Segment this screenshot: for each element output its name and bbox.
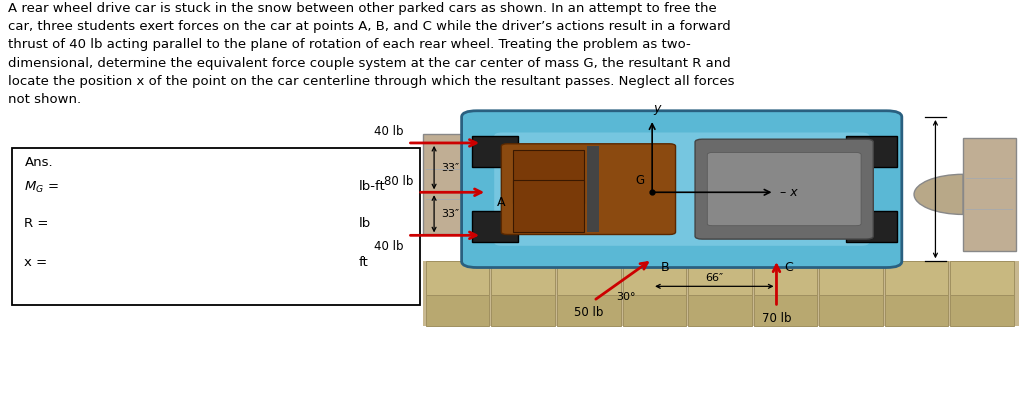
Text: 40 lb: 40 lb xyxy=(374,240,404,253)
Text: C: C xyxy=(785,261,794,274)
FancyBboxPatch shape xyxy=(462,111,902,268)
Text: 30°: 30° xyxy=(615,292,636,302)
Bar xyxy=(513,150,584,203)
Bar xyxy=(688,261,752,295)
Text: Ans.: Ans. xyxy=(24,156,53,169)
Bar xyxy=(846,211,897,242)
Text: G: G xyxy=(635,174,644,187)
FancyBboxPatch shape xyxy=(501,144,676,234)
Text: R =: R = xyxy=(24,217,49,230)
Bar xyxy=(951,295,1014,326)
Text: x =: x = xyxy=(24,256,48,269)
Text: 40 lb: 40 lb xyxy=(374,125,404,138)
Bar xyxy=(426,261,489,295)
Bar xyxy=(426,295,489,326)
Bar xyxy=(423,134,462,234)
Bar xyxy=(623,261,686,295)
Bar xyxy=(491,261,555,295)
Bar xyxy=(951,261,1014,295)
Bar xyxy=(884,295,949,326)
Text: 33″: 33″ xyxy=(441,209,460,219)
Bar xyxy=(688,295,752,326)
Text: lb: lb xyxy=(359,217,371,230)
Bar xyxy=(423,253,1019,261)
Text: ft: ft xyxy=(359,256,369,269)
Bar xyxy=(12,148,420,305)
FancyBboxPatch shape xyxy=(707,153,861,226)
Text: 66″: 66″ xyxy=(705,273,723,283)
FancyBboxPatch shape xyxy=(695,139,873,239)
Text: 80 lb: 80 lb xyxy=(384,175,414,188)
Bar xyxy=(491,295,555,326)
FancyBboxPatch shape xyxy=(494,133,869,246)
Text: 33″: 33″ xyxy=(441,163,460,173)
Wedge shape xyxy=(462,166,504,201)
Text: lb-ft: lb-ft xyxy=(359,180,385,193)
Bar xyxy=(557,295,621,326)
Text: A rear wheel drive car is stuck in the snow between other parked cars as shown. : A rear wheel drive car is stuck in the s… xyxy=(8,2,735,106)
Bar xyxy=(513,180,584,232)
Text: – x: – x xyxy=(780,186,797,199)
Text: y: y xyxy=(653,102,661,115)
Wedge shape xyxy=(914,174,963,214)
Bar xyxy=(819,261,882,295)
Bar xyxy=(846,136,897,167)
Text: 50 lb: 50 lb xyxy=(574,306,603,319)
Bar xyxy=(472,136,518,167)
Text: B: B xyxy=(660,261,668,274)
Bar xyxy=(587,146,599,232)
Bar xyxy=(557,261,621,295)
Bar xyxy=(819,295,882,326)
Text: $M_G$ =: $M_G$ = xyxy=(24,180,59,195)
Text: 72″: 72″ xyxy=(944,184,962,194)
Bar xyxy=(884,261,949,295)
Bar xyxy=(472,211,518,242)
Bar xyxy=(963,138,1016,251)
Bar xyxy=(754,295,817,326)
Bar xyxy=(423,261,1019,326)
Bar xyxy=(623,295,686,326)
Text: A: A xyxy=(497,196,505,209)
Text: 70 lb: 70 lb xyxy=(762,312,791,325)
Bar xyxy=(754,261,817,295)
